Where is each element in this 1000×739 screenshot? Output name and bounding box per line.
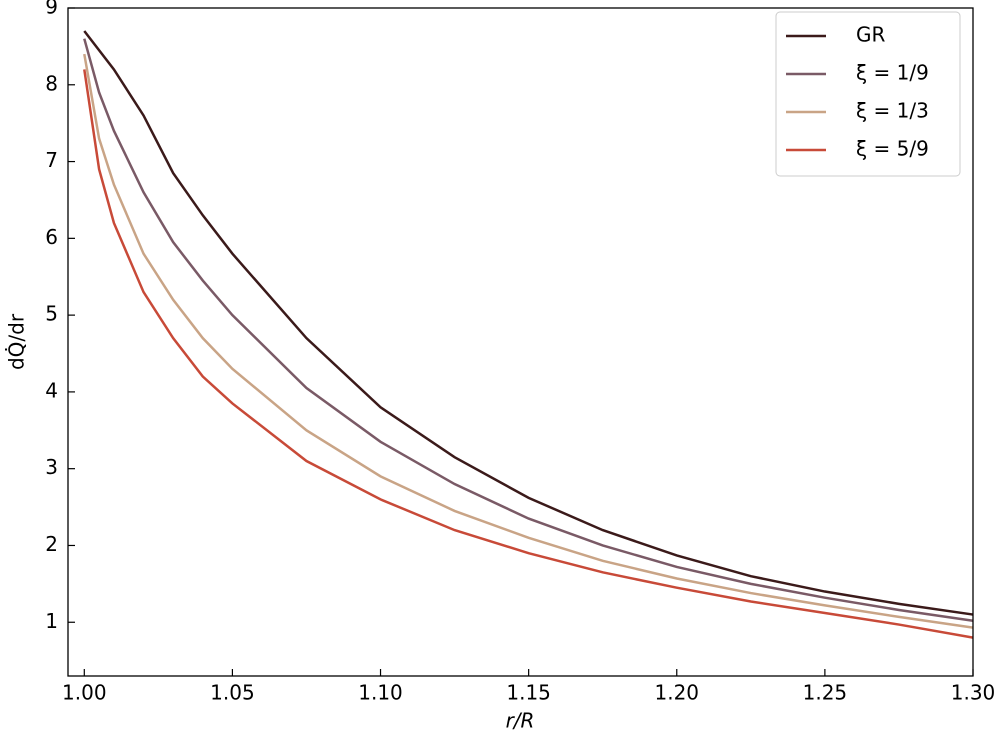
y-tick-label: 1: [45, 609, 58, 633]
x-axis-label: r/R: [506, 709, 535, 733]
plot-frame: [67, 7, 974, 677]
x-tick-label: 1.30: [951, 681, 996, 705]
x-tick-label: 1.25: [803, 681, 848, 705]
y-tick-label: 6: [45, 225, 58, 249]
y-tick-label: 8: [45, 71, 58, 95]
x-tick-label: 1.05: [210, 681, 255, 705]
series-line: [83, 38, 974, 622]
x-tick-label: 1.20: [654, 681, 699, 705]
legend-label: GR: [856, 23, 885, 47]
series-line: [83, 30, 974, 616]
legend-label: ξ = 1/3: [856, 99, 929, 123]
y-tick-label: 5: [45, 302, 58, 326]
series-line: [83, 53, 974, 629]
y-tick-label: 9: [45, 0, 58, 19]
x-tick-label: 1.10: [358, 681, 403, 705]
series-line: [83, 69, 974, 639]
y-tick-label: 3: [45, 455, 58, 479]
legend-box: [775, 11, 961, 177]
y-axis-label: dQ̇/dr: [5, 313, 29, 370]
y-tick-label: 4: [45, 378, 58, 402]
x-tick-label: 1.15: [506, 681, 551, 705]
x-tick-label: 1.00: [62, 681, 107, 705]
legend-label: ξ = 1/9: [856, 61, 929, 85]
y-tick-label: 7: [45, 148, 58, 172]
legend-label: ξ = 5/9: [856, 137, 929, 161]
y-tick-label: 2: [45, 532, 58, 556]
